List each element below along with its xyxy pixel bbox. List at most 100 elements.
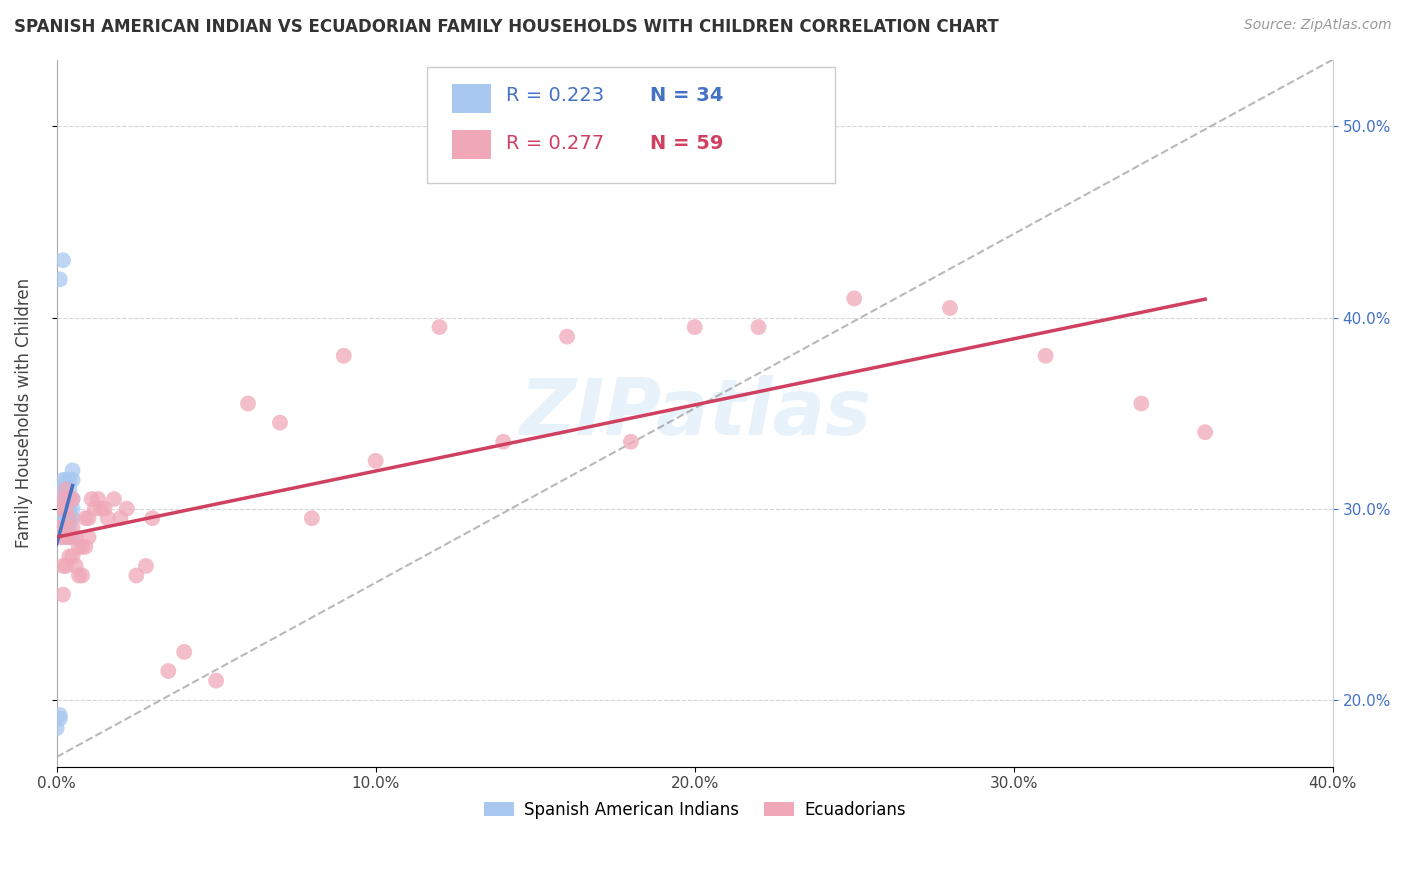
Point <box>1130 396 1153 410</box>
Point <box>157 664 180 678</box>
Point <box>58 483 80 497</box>
Point <box>62 501 84 516</box>
Point <box>52 511 75 525</box>
Point <box>141 511 163 525</box>
Point <box>55 483 77 497</box>
Point <box>49 501 72 516</box>
Point <box>62 511 84 525</box>
Point <box>58 473 80 487</box>
Point <box>492 434 515 449</box>
Text: R = 0.223: R = 0.223 <box>506 87 605 105</box>
Text: ZIPatlas: ZIPatlas <box>519 375 870 451</box>
Point <box>58 511 80 525</box>
Point <box>52 558 75 573</box>
Point <box>55 501 77 516</box>
Point <box>58 521 80 535</box>
Point <box>52 473 75 487</box>
Point <box>332 349 354 363</box>
Point <box>58 511 80 525</box>
Point <box>49 501 72 516</box>
Point <box>87 491 110 506</box>
Point <box>58 491 80 506</box>
Point <box>52 530 75 544</box>
Text: N = 59: N = 59 <box>650 134 724 153</box>
Y-axis label: Family Households with Children: Family Households with Children <box>15 278 32 549</box>
Point <box>70 568 93 582</box>
Point <box>683 320 706 334</box>
Text: SPANISH AMERICAN INDIAN VS ECUADORIAN FAMILY HOUSEHOLDS WITH CHILDREN CORRELATIO: SPANISH AMERICAN INDIAN VS ECUADORIAN FA… <box>14 18 998 36</box>
Point <box>55 511 77 525</box>
Point <box>75 540 97 554</box>
Point <box>62 549 84 564</box>
Point <box>55 558 77 573</box>
Point <box>205 673 228 688</box>
Point <box>49 708 72 723</box>
Text: R = 0.277: R = 0.277 <box>506 134 605 153</box>
Point <box>52 511 75 525</box>
Point <box>58 491 80 506</box>
Point <box>77 530 100 544</box>
Point <box>55 530 77 544</box>
Point <box>55 511 77 525</box>
Point <box>65 530 87 544</box>
Point <box>173 645 195 659</box>
Point <box>67 568 90 582</box>
Point <box>55 483 77 497</box>
Point <box>49 272 72 286</box>
Point <box>55 473 77 487</box>
Point <box>62 463 84 477</box>
Point <box>49 491 72 506</box>
Point <box>52 588 75 602</box>
Point <box>135 558 157 573</box>
Point <box>45 521 67 535</box>
Point <box>55 491 77 506</box>
Point <box>49 521 72 535</box>
Point <box>52 253 75 268</box>
Point <box>45 722 67 736</box>
Point <box>62 473 84 487</box>
Point <box>58 549 80 564</box>
Point <box>939 301 962 315</box>
Point <box>103 491 125 506</box>
Point <box>110 511 132 525</box>
FancyBboxPatch shape <box>426 67 835 184</box>
Point <box>83 501 105 516</box>
Point <box>55 521 77 535</box>
Point <box>80 491 103 506</box>
Point <box>364 454 387 468</box>
Point <box>90 501 112 516</box>
Point <box>429 320 451 334</box>
Text: Source: ZipAtlas.com: Source: ZipAtlas.com <box>1244 18 1392 32</box>
FancyBboxPatch shape <box>453 85 491 112</box>
Point <box>125 568 148 582</box>
Point <box>70 540 93 554</box>
Point <box>58 530 80 544</box>
Legend: Spanish American Indians, Ecuadorians: Spanish American Indians, Ecuadorians <box>477 794 912 825</box>
Text: N = 34: N = 34 <box>650 87 724 105</box>
Point <box>62 491 84 506</box>
Point <box>75 511 97 525</box>
Point <box>55 501 77 516</box>
FancyBboxPatch shape <box>453 130 491 159</box>
Point <box>301 511 323 525</box>
Point <box>49 712 72 726</box>
Point <box>49 530 72 544</box>
Point <box>52 521 75 535</box>
Point <box>269 416 291 430</box>
Point <box>62 521 84 535</box>
Point <box>52 491 75 506</box>
Point <box>1194 425 1216 440</box>
Point <box>93 501 115 516</box>
Point <box>236 396 259 410</box>
Point <box>67 540 90 554</box>
Point <box>1035 349 1057 363</box>
Point <box>49 483 72 497</box>
Point <box>844 292 866 306</box>
Point <box>58 501 80 516</box>
Point <box>52 483 75 497</box>
Point <box>747 320 769 334</box>
Point <box>65 558 87 573</box>
Point <box>555 329 578 343</box>
Point <box>62 491 84 506</box>
Point <box>58 501 80 516</box>
